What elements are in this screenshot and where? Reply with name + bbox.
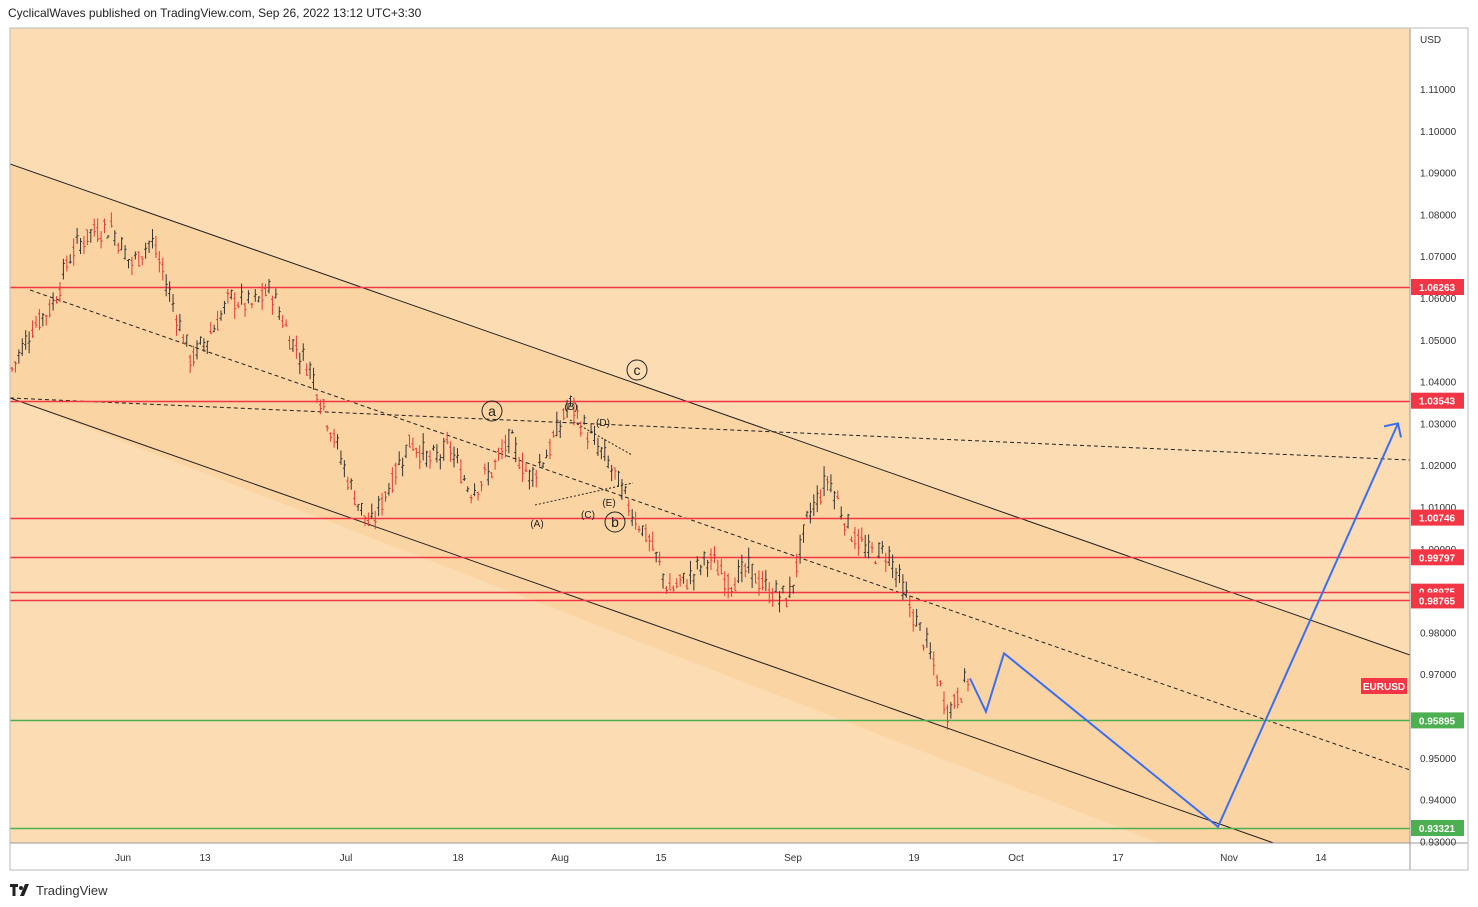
wave-circle-2: [626, 359, 648, 381]
tradingview-brand: TradingView: [36, 882, 108, 898]
price-label-bg: [1411, 392, 1464, 409]
x-tick-label: 15: [655, 853, 667, 864]
y-tick-label: 0.95000: [1420, 754, 1457, 765]
wave-label: (C): [581, 510, 595, 521]
x-tick-label: Aug: [551, 853, 569, 864]
symbol-tag: EURUSD: [1363, 682, 1405, 693]
y-tick-label: 1.04000: [1420, 378, 1457, 389]
price-label-bg: [1411, 549, 1464, 566]
y-tick-label: 0.94000: [1420, 796, 1457, 807]
publisher-header: CyclicalWaves published on TradingView.c…: [8, 6, 422, 20]
y-tick-label: 1.03000: [1420, 419, 1457, 430]
channel-upper-line: [10, 163, 1410, 656]
wave-label: (D): [596, 418, 610, 429]
price-label-bg: [1411, 592, 1464, 609]
price-level-label: 0.98765: [1419, 596, 1456, 607]
y-tick-label: 0.98000: [1420, 628, 1457, 639]
x-tick-label: 18: [452, 853, 464, 864]
y-tick-label: 1.06000: [1420, 294, 1457, 305]
wave-label-circled: c: [634, 362, 641, 378]
triangle-lower-line: [534, 482, 634, 506]
y-tick-label: 1.09000: [1420, 169, 1457, 180]
chart-frame: [9, 27, 1469, 871]
projection-path: [969, 422, 1399, 829]
projection-arrowhead: [1383, 422, 1402, 438]
channel-lower-line: [10, 397, 1276, 843]
currency-label: USD: [1420, 35, 1441, 46]
x-tick-label: Oct: [1008, 853, 1024, 864]
y-tick-label: 1.01000: [1420, 503, 1457, 514]
wave-circle-1: [604, 511, 626, 533]
x-tick-label: 17: [1112, 853, 1124, 864]
wave-label-circled: b: [611, 514, 619, 530]
wave-label: (A): [530, 519, 543, 530]
price-level-label: 0.95895: [1419, 716, 1456, 727]
y-tick-label: 1.11000: [1420, 85, 1456, 96]
y-tick-label: 1.05000: [1420, 336, 1457, 347]
x-tick-label: 14: [1315, 853, 1327, 864]
price-level-label: 0.93321: [1419, 824, 1456, 835]
candlesticks: [10, 212, 970, 730]
price-level-label: 1.06263: [1419, 283, 1456, 294]
wave-circle-0: [481, 400, 503, 422]
tradingview-logo-icon: [10, 884, 29, 896]
eurusd-chart: a b c (A) (B) (C) (D) (E) USD 1.11000 1.10000 1.0…: [9, 27, 1469, 871]
wave-label-circled: a: [488, 403, 496, 419]
channel-midline: [29, 289, 1410, 771]
price-label-bg: [1411, 509, 1464, 526]
wave-label: (E): [602, 498, 615, 509]
channel-fill: [10, 164, 1410, 843]
y-tick-label: 1.07000: [1420, 252, 1457, 263]
y-tick-label: 1.08000: [1420, 210, 1457, 221]
y-tick-label: 0.97000: [1420, 670, 1457, 681]
y-tick-label: 1.10000: [1420, 127, 1457, 138]
symbol-tag-bg: [1361, 678, 1407, 694]
price-label-bg: [1411, 819, 1464, 836]
x-tick-label: Sep: [784, 853, 802, 864]
price-level-label: 0.99797: [1419, 553, 1456, 564]
y-tick-label: 1.02000: [1420, 461, 1457, 472]
x-tick-label: Jun: [115, 853, 131, 864]
price-label-bg: [1411, 279, 1464, 296]
wave-label: (B): [564, 402, 577, 413]
y-tick-label: 0.93000: [1420, 837, 1457, 848]
price-level-label: 1.03543: [1419, 397, 1456, 408]
tradingview-footer[interactable]: TradingView: [10, 880, 108, 900]
price-label-bg: [1411, 712, 1464, 729]
price-level-label: 1.00746: [1419, 514, 1456, 525]
x-tick-label: 13: [199, 853, 211, 864]
dashed-trendline: [10, 397, 1410, 461]
x-tick-label: Nov: [1220, 853, 1238, 864]
x-tick-label: 19: [908, 853, 920, 864]
x-tick-label: Jul: [340, 853, 353, 864]
